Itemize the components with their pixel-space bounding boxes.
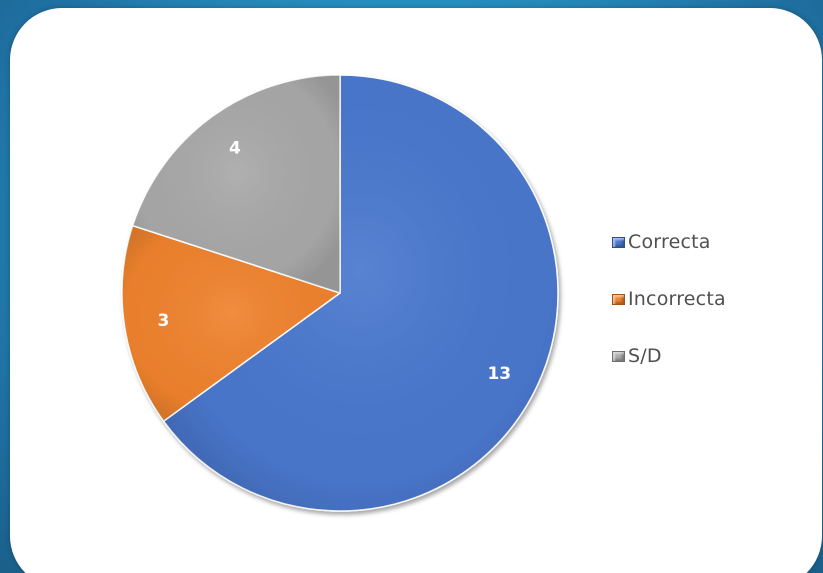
legend: Correcta Incorrecta S/D	[612, 231, 726, 402]
legend-swatch-incorrecta	[612, 293, 625, 305]
pie-slice-sd	[131, 74, 341, 294]
data-label-incorrecta: 3	[158, 311, 170, 331]
legend-label-incorrecta: Incorrecta	[628, 288, 726, 310]
pie-slice-sd-shading	[132, 75, 340, 293]
legend-label-correcta: Correcta	[628, 231, 711, 253]
legend-swatch-sd	[612, 350, 625, 362]
data-label-sd: 4	[229, 138, 241, 158]
pie-slice-correcta	[162, 74, 559, 512]
data-label-correcta: 13	[487, 364, 511, 384]
pie-slice-incorrecta-shading	[121, 225, 340, 422]
pie-slice-incorrecta	[121, 224, 341, 422]
legend-swatch-correcta	[612, 236, 625, 248]
legend-label-sd: S/D	[628, 345, 662, 367]
legend-item-incorrecta: Incorrecta	[612, 288, 726, 310]
legend-item-correcta: Correcta	[612, 231, 726, 253]
pie-data-labels: 13 3 4	[158, 138, 512, 384]
pie-slices	[121, 74, 559, 512]
pie-slice-correcta-shading	[163, 75, 559, 512]
legend-item-sd: S/D	[612, 345, 726, 367]
